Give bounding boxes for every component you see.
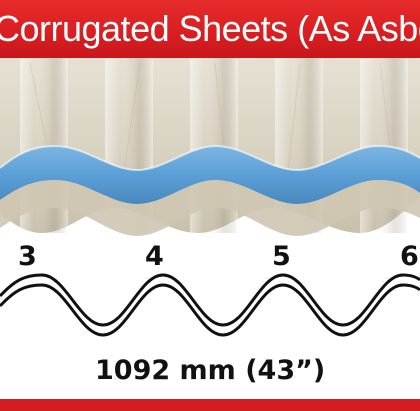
width-dimension-label: 1092 mm (43”) <box>95 355 326 386</box>
corrugated-sheet-photo <box>0 58 420 236</box>
pitch-label-4: 4 <box>145 241 164 272</box>
title-bar: Corrugated Sheets (As Asbe <box>0 0 420 58</box>
profile-wave-outer <box>0 273 420 327</box>
pitch-label-5: 5 <box>272 241 291 272</box>
sheet-profile-diagram <box>0 273 420 337</box>
pitch-label-6: 6 <box>400 241 419 272</box>
profile-wave-inner <box>0 283 420 337</box>
page-title: Corrugated Sheets (As Asbe <box>0 8 420 49</box>
footer-bar <box>0 399 420 411</box>
pitch-label-3: 3 <box>18 241 37 272</box>
